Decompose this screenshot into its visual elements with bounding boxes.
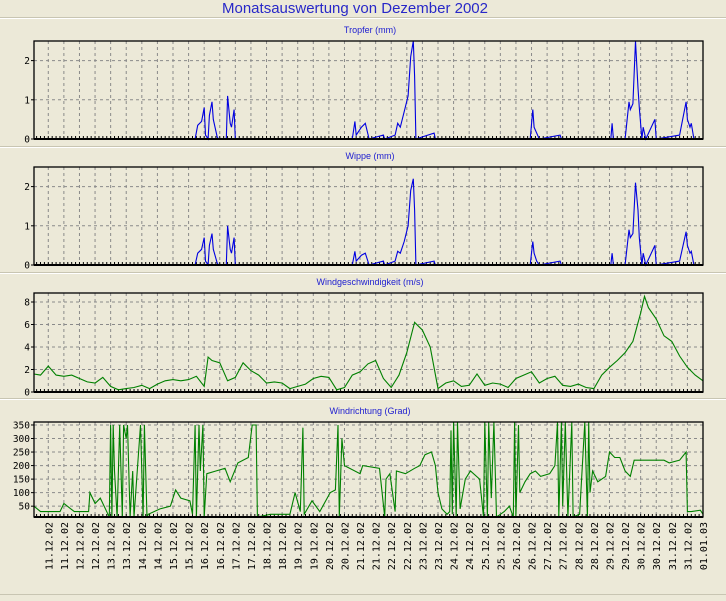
- x-tick-label: 17.12.02: [231, 522, 242, 570]
- x-tick-label: 20.12.02: [325, 522, 336, 570]
- x-tick-label: 12.12.02: [75, 522, 86, 570]
- x-tick-label: 17.12.02: [247, 522, 258, 570]
- x-tick-label: 21.12.02: [372, 522, 383, 570]
- divider: [0, 17, 726, 19]
- x-tick-label: 29.12.02: [621, 522, 632, 570]
- x-tick-label: 19.12.02: [309, 522, 320, 570]
- x-tick-label: 18.12.02: [263, 522, 274, 570]
- x-tick-label: 27.12.02: [559, 522, 570, 570]
- y-tick-label: 1: [24, 221, 30, 232]
- y-tick-label: 2: [24, 182, 30, 193]
- chart-title: Wippe (mm): [346, 151, 395, 161]
- x-tick-label: 22.12.02: [403, 522, 414, 570]
- x-tick-label: 28.12.02: [574, 522, 585, 570]
- x-tick-label: 28.12.02: [590, 522, 601, 570]
- x-tick-label: 15.12.02: [169, 522, 180, 570]
- x-tick-label: 24.12.02: [465, 522, 476, 570]
- x-tick-label: 26.12.02: [512, 522, 523, 570]
- x-tick-label: 19.12.02: [294, 522, 305, 570]
- y-tick-label: 6: [24, 320, 30, 331]
- plot-frame: [33, 40, 704, 140]
- y-tick-label: 1: [24, 95, 30, 106]
- x-tick-label: 30.12.02: [652, 522, 663, 570]
- chart-title: Tropfer (mm): [344, 25, 396, 35]
- y-tick-label: 8: [24, 298, 30, 309]
- x-tick-label: 11.12.02: [60, 522, 71, 570]
- x-tick-label: 14.12.02: [138, 522, 149, 570]
- y-tick-label: 350: [13, 420, 30, 431]
- divider: [0, 398, 726, 400]
- x-tick-label: 27.12.02: [543, 522, 554, 570]
- plot-frame: [33, 421, 704, 518]
- divider: [0, 146, 726, 148]
- data-series-line: [33, 294, 704, 391]
- x-tick-label: 13.12.02: [107, 522, 118, 570]
- x-tick-label: 26.12.02: [528, 522, 539, 570]
- y-tick-label: 200: [13, 461, 30, 472]
- x-tick-label: 20.12.02: [340, 522, 351, 570]
- x-tick-label: 25.12.02: [496, 522, 507, 570]
- y-tick-label: 0: [24, 261, 30, 272]
- x-tick-label: 31.12.02: [668, 522, 679, 570]
- data-series-line: [33, 422, 704, 519]
- y-tick-label: 100: [13, 488, 30, 499]
- y-tick-label: 2: [24, 365, 30, 376]
- x-tick-label: 25.12.02: [481, 522, 492, 570]
- y-tick-label: 2: [24, 56, 30, 67]
- y-tick-label: 0: [24, 135, 30, 146]
- x-tick-label: 11.12.02: [44, 522, 55, 570]
- x-tick-label: 16.12.02: [216, 522, 227, 570]
- chart-title: Windgeschwindigkeit (m/s): [316, 277, 423, 287]
- x-tick-label: 22.12.02: [387, 522, 398, 570]
- x-tick-label: 29.12.02: [605, 522, 616, 570]
- x-tick-label: 23.12.02: [418, 522, 429, 570]
- data-series-line: [194, 178, 695, 267]
- x-tick-label: 16.12.02: [200, 522, 211, 570]
- x-tick-label: 31.12.02: [683, 522, 694, 570]
- plot-frame: [33, 166, 704, 266]
- x-tick-label: 15.12.02: [185, 522, 196, 570]
- data-series-line: [194, 40, 695, 141]
- status-bar: [0, 594, 726, 601]
- x-tick-label: 24.12.02: [450, 522, 461, 570]
- x-tick-label: 12.12.02: [91, 522, 102, 570]
- x-tick-label: 23.12.02: [434, 522, 445, 570]
- divider: [0, 272, 726, 274]
- plot-frame: [33, 292, 704, 393]
- chart-title: Windrichtung (Grad): [329, 406, 410, 416]
- y-tick-label: 50: [19, 502, 31, 513]
- y-tick-label: 300: [13, 434, 30, 445]
- main-title: Monatsauswertung von Dezember 2002: [222, 0, 488, 17]
- x-tick-label: 30.12.02: [637, 522, 648, 570]
- x-tick-label: 14.12.02: [153, 522, 164, 570]
- x-tick-label: 13.12.02: [122, 522, 133, 570]
- y-tick-label: 4: [24, 343, 30, 354]
- x-tick-label: 18.12.02: [278, 522, 289, 570]
- y-tick-label: 0: [24, 388, 30, 399]
- y-tick-label: 150: [13, 475, 30, 486]
- x-tick-label: 01.01.03: [699, 522, 710, 570]
- y-tick-label: 250: [13, 448, 30, 459]
- x-tick-label: 21.12.02: [356, 522, 367, 570]
